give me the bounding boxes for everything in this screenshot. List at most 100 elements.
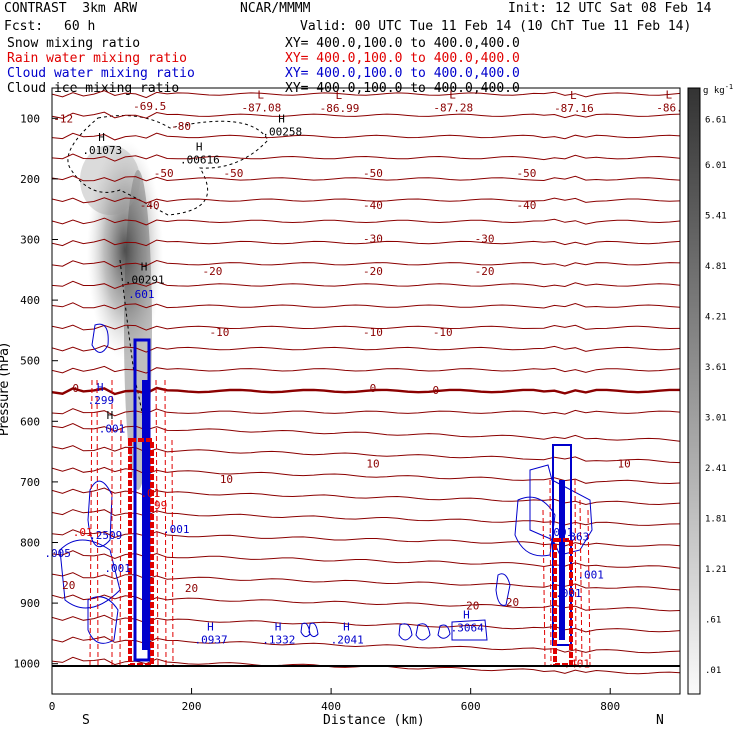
colorbar-label: 4.21 [705,312,727,322]
extremum-value: .1332 [262,633,295,646]
temperature-contour [52,153,680,162]
extremum-value: .01 [140,487,160,500]
colorbar-label: 5.41 [705,211,727,221]
extremum-value: .299 [88,394,115,407]
extremum-value: .005 [44,547,71,560]
colorbar-label: 6.61 [705,115,727,125]
cloud-water-blob [87,480,113,548]
temperature-contour-label: -40 [140,199,160,212]
field-cloudwater-xy: XY= 400.0,100.0 to 400.0,400.0 [285,66,520,81]
temperature-contour-label: -50 [517,167,537,180]
extremum-value: .001 [547,526,574,539]
y-tick-label: 400 [20,294,40,307]
x-tick-label: 400 [321,700,341,713]
init-time: Init: 12 UTC Sat 08 Feb 14 [508,1,712,16]
temperature-contour-label: 0 [72,382,79,395]
extremum-marker: H [343,620,350,633]
extremum-value: .2041 [331,633,364,646]
temperature-contour [52,238,680,247]
extremum-value: .00258 [262,126,302,139]
temperature-contour [52,111,680,119]
y-tick-label: 300 [20,234,40,247]
field-cloudwater-name: Cloud water mixing ratio [7,66,195,81]
temperature-contour-label: 0 [370,382,377,395]
cloud-water-column-left [133,338,151,662]
extremum-value: -12 [53,112,73,125]
y-tick-label: 500 [20,355,40,368]
x-tick-label: 200 [182,700,202,713]
temperature-contour [52,365,680,374]
end-label-north: N [656,713,664,728]
cloud-water-blob [495,573,511,606]
cloud-water-column-right-core [559,480,565,640]
temperature-contour [52,280,680,290]
extremum-marker: H [97,381,104,394]
y-tick-label: 1000 [14,658,41,671]
temperature-contour [52,217,680,226]
extremum-marker: L [449,88,456,101]
temperature-contour [52,90,680,99]
y-axis-title: Pressure (hPa) [0,342,13,437]
temperature-contour [52,614,680,633]
temperature-contour-label: 20 [62,579,75,592]
temperature-contour-label: 0 [432,384,439,397]
cloud-ice-contour [67,115,269,216]
temperature-contour [52,594,680,612]
temperature-contour-label: -20 [363,265,383,278]
temperature-contour-label: -40 [517,199,537,212]
y-tick-label: 100 [20,112,40,125]
y-tick-label: 200 [20,173,40,186]
temperature-contour [52,636,680,654]
extremum-marker: L [666,88,673,101]
extremum-value: .001 [577,569,604,582]
colorbar-label: 1.21 [705,565,727,575]
extremum-value: .001 [99,423,126,436]
extremum-value: .2509 [89,529,122,542]
extremum-value: .601 [128,288,155,301]
temperature-contour [52,259,680,268]
freezing-level-line [52,386,680,396]
cloud-water-column-core [142,380,148,650]
x-tick-label: 600 [461,700,481,713]
rain-contour-lines-left [89,379,174,666]
colorbar-label: 4.81 [705,262,727,272]
temperature-contour-label: -50 [154,167,174,180]
model-title: CONTRAST 3km ARW [4,1,138,16]
temperature-contour-label: -10 [210,326,230,339]
field-snow-xy: XY= 400.0,100.0 to 400.0,400.0 [285,36,520,51]
extremum-marker: H [141,260,148,273]
temperature-contour [52,132,680,141]
temperature-contour-label: 10 [220,473,233,486]
temperature-contour [52,487,680,506]
rain-contour-lines-right [542,479,591,666]
extremum-marker: H [278,113,285,126]
y-tick-label: 800 [20,537,40,550]
cloud-water-blob [529,464,593,556]
extremum-value: .99 [147,499,167,512]
temperature-contour [52,324,680,331]
extremum-value: -86.99 [320,102,360,115]
extremum-value: .0937 [195,633,228,646]
temperature-contour [52,408,680,417]
extremum-value: .01073 [82,144,122,157]
snow-shade-core [87,140,163,360]
forecast-label: Fcst: [4,19,44,34]
extremum-value: .00616 [180,154,220,167]
cloud-water-blob [87,596,119,644]
temperature-contour-label: -20 [203,265,223,278]
colorbar-unit: g kg-1 [703,83,733,96]
temperature-contour-label: -40 [363,199,383,212]
cloud-water-blobs-small [300,622,451,641]
extremum-marker: L [570,89,577,102]
snow-shading [67,115,269,490]
valid-time: Valid: 00 UTC Tue 11 Feb 14 (10 ChT Tue … [300,19,692,34]
extremum-value: .001 [555,587,582,600]
temperature-contour-label: 20 [466,600,479,613]
temperature-contour-label: 20 [506,596,519,609]
extremum-value: -87.16 [554,102,594,115]
temperature-contour [52,175,680,182]
temperature-contour-label: -20 [475,265,495,278]
extremum-value: .001 [104,562,131,575]
